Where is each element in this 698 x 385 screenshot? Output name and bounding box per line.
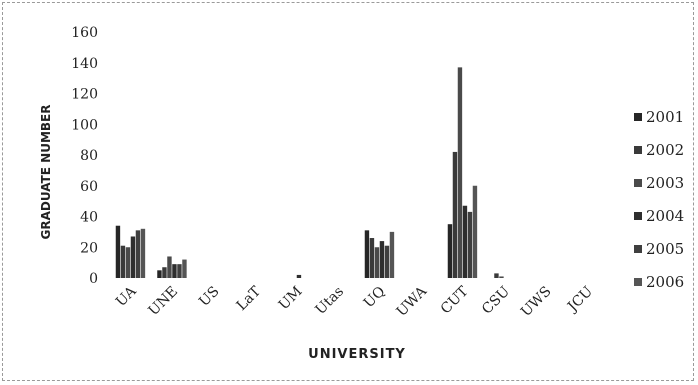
- bar-UA-2006: [140, 228, 146, 278]
- bar-UA-2003: [125, 247, 131, 278]
- bar-UQ-2002: [369, 238, 375, 278]
- bar-CUT-2004: [462, 205, 468, 278]
- bar-UQ-2001: [364, 230, 370, 278]
- bar-UNE-2003: [167, 256, 172, 278]
- x-tick-label: US: [196, 284, 222, 310]
- bar-UNE-2001: [157, 270, 162, 278]
- bar-UQ-2004: [379, 241, 385, 278]
- y-axis: 0 20 40 60 80 100 120 140 160: [71, 25, 98, 287]
- legend-entry: 2002: [646, 141, 684, 159]
- legend-entry: 2005: [646, 240, 684, 258]
- legend-entry: 2003: [646, 174, 684, 192]
- bar-UA-2004: [130, 236, 136, 278]
- x-tick-label: UA: [113, 283, 140, 310]
- bar-UNE-2002: [162, 267, 167, 278]
- bars: [115, 67, 504, 278]
- y-tick-label: 100: [71, 117, 98, 133]
- y-tick-label: 160: [71, 25, 98, 41]
- bar-UQ-2005: [384, 245, 390, 278]
- x-axis-title: UNIVERSITY: [308, 347, 406, 362]
- bar-UM-2004: [296, 274, 302, 278]
- x-tick-label: UM: [276, 284, 306, 314]
- bar-UQ-2006: [389, 231, 395, 278]
- bar-CUT-2003: [457, 67, 463, 278]
- x-axis-tick-labels: UA UNE US LaT UM Utas UQ UWA CUT CSU UWS JCU: [113, 283, 596, 320]
- bar-CUT-2005: [467, 211, 473, 278]
- x-tick-label: UWA: [394, 283, 431, 320]
- bar-CSU-2003: [499, 276, 504, 278]
- bar-UNE-2005: [177, 264, 182, 278]
- legend-swatch: [634, 113, 642, 121]
- legend-entry: 2006: [646, 273, 684, 291]
- legend-swatch: [634, 146, 642, 154]
- bar-CUT-2001: [447, 224, 453, 278]
- bar-UA-2005: [135, 230, 141, 278]
- x-tick-label: CUT: [438, 283, 472, 317]
- x-tick-label: UWS: [518, 284, 555, 321]
- bar-UQ-2003: [374, 247, 380, 278]
- x-tick-label: UQ: [361, 284, 389, 312]
- bar-UA-2002: [120, 245, 126, 278]
- x-tick-label: JCU: [563, 283, 596, 316]
- chart-frame: [2, 2, 694, 381]
- bar-UNE-2004: [172, 264, 177, 278]
- x-tick-label: CSU: [479, 283, 513, 317]
- legend-entry: 2004: [646, 207, 684, 225]
- y-tick-label: 0: [89, 271, 98, 287]
- y-tick-label: 140: [71, 56, 98, 72]
- x-tick-label: LaT: [234, 283, 265, 314]
- legend-entry: 2001: [646, 108, 684, 126]
- legend: 2001 2002 2003 2004 2005 2006: [634, 108, 684, 291]
- legend-swatch: [634, 278, 642, 286]
- y-tick-label: 120: [71, 87, 98, 103]
- bar-CUT-2002: [452, 151, 458, 278]
- bar-UNE-2006: [182, 259, 187, 278]
- legend-swatch: [634, 245, 642, 253]
- y-tick-label: 40: [80, 210, 98, 226]
- legend-swatch: [634, 179, 642, 187]
- bar-CSU-2002: [494, 273, 499, 278]
- y-axis-title: GRADUATE NUMBER: [39, 105, 53, 240]
- y-tick-label: 20: [80, 240, 98, 256]
- y-tick-label: 80: [80, 148, 98, 164]
- x-tick-label: UNE: [146, 284, 182, 320]
- legend-swatch: [634, 212, 642, 220]
- x-tick-label: Utas: [312, 284, 347, 319]
- bar-CUT-2006: [472, 185, 478, 278]
- y-tick-label: 60: [80, 179, 98, 195]
- bar-UA-2001: [115, 225, 121, 278]
